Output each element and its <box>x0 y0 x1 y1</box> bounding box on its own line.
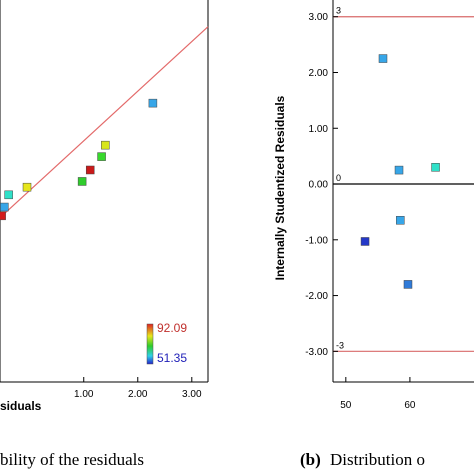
color-scale-bar <box>146 323 154 365</box>
right-data-point <box>394 165 404 175</box>
right-y-tick-label: 2.00 <box>309 68 329 79</box>
left-points <box>0 98 158 221</box>
left-data-point <box>4 190 13 200</box>
reference-line-label: -3 <box>336 340 344 350</box>
fit-line <box>0 26 209 219</box>
right-x-tick-label: 50 <box>340 400 352 411</box>
left-x-axis-title: siduals <box>0 399 42 413</box>
right-y-tick-label: 3.00 <box>309 12 329 23</box>
right-data-point <box>403 280 413 289</box>
left-panel: 1.00 2.00 3.00 92.09 51.35 siduals bility … <box>0 0 209 469</box>
right-y-tick-label: -2.00 <box>305 291 328 302</box>
left-x-tick-label: 3.00 <box>182 389 202 400</box>
left-data-point <box>85 165 95 175</box>
left-data-point <box>77 177 87 186</box>
left-data-point <box>0 211 6 221</box>
right-y-tick-label: 0.00 <box>309 180 329 191</box>
right-caption-text: Distribution o <box>330 450 425 469</box>
right-caption: (b) Distribution o <box>300 450 425 469</box>
left-data-point <box>97 152 106 161</box>
color-scale-min-label: 51.35 <box>157 351 187 365</box>
left-x-tick-label: 2.00 <box>128 389 148 400</box>
reference-line-label: 3 <box>336 6 341 16</box>
right-caption-label: (b) <box>300 450 321 469</box>
right-panel: 3 0 -3 3.00 2.00 1.00 0.00 -1.00 -2.00 -3.00 50 6… <box>273 0 474 469</box>
right-y-tick-label: -3.00 <box>305 347 328 358</box>
right-points <box>360 54 440 289</box>
reference-line-label: 0 <box>336 173 341 183</box>
right-data-point <box>431 163 440 172</box>
right-y-tick-label: -1.00 <box>305 235 328 246</box>
left-x-tick-label: 1.00 <box>74 389 94 400</box>
right-y-ticks: 3.00 2.00 1.00 0.00 -1.00 -2.00 -3.00 <box>305 12 338 358</box>
right-reference-lines: 3 0 -3 <box>333 6 474 352</box>
right-x-tick-label: 60 <box>404 400 416 411</box>
left-data-point <box>101 140 110 150</box>
right-data-point <box>378 54 388 63</box>
right-data-point <box>396 216 405 225</box>
right-x-ticks: 50 60 <box>340 377 416 411</box>
right-y-axis-title: Internally Studentized Residuals <box>273 95 287 280</box>
right-data-point <box>360 237 370 246</box>
left-data-point <box>0 202 9 212</box>
color-scale-max-label: 92.09 <box>157 321 187 335</box>
left-data-point <box>148 98 158 108</box>
left-data-point <box>22 182 32 192</box>
right-y-tick-label: 1.00 <box>309 124 329 135</box>
left-x-ticks: 1.00 2.00 3.00 <box>74 377 202 400</box>
left-caption: bility of the residuals <box>0 450 144 469</box>
